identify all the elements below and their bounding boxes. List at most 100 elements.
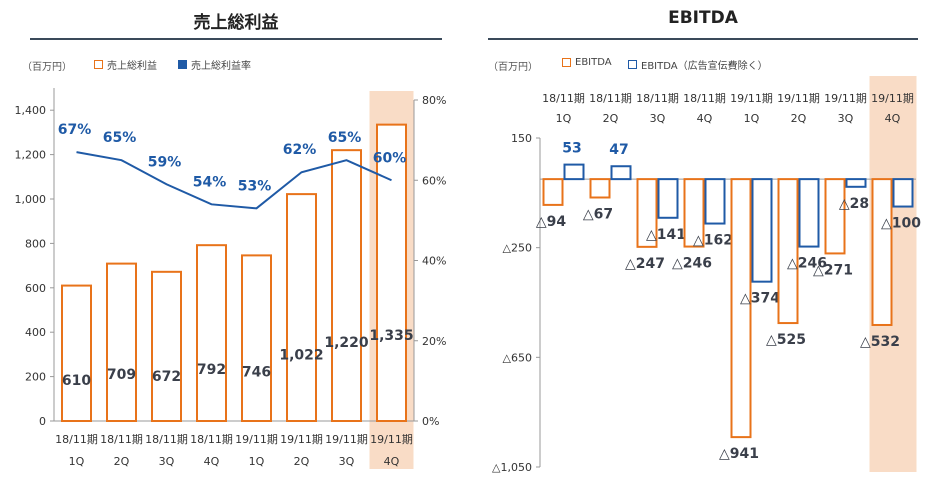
x-category-quarter: 2Q: [791, 112, 807, 125]
x-category-year: 19/11期: [824, 92, 867, 105]
x-category-quarter: 3Q: [838, 112, 854, 125]
x-category-quarter: 3Q: [339, 455, 355, 468]
ebitda-ex-ad-label: △100: [881, 216, 921, 232]
y-tick-label: 600: [25, 282, 46, 295]
y-tick-label: 1,200: [15, 149, 47, 162]
x-category-quarter: 4Q: [384, 455, 400, 468]
gross-profit-label: 610: [62, 373, 91, 389]
gross-profit-bar: [286, 193, 317, 422]
left-title-rule: [30, 38, 442, 40]
blue-outline-swatch: [628, 60, 637, 69]
gross-margin-label: 65%: [103, 130, 137, 146]
gross-profit-label: 1,022: [279, 347, 323, 363]
y-tick-label: △650: [503, 351, 532, 364]
gross-profit-bar: [376, 123, 407, 422]
gross-margin-label: 59%: [148, 154, 182, 170]
ebitda-label: △94: [536, 214, 567, 230]
y-tick-label: 0: [39, 415, 46, 428]
ebitda-bar: [777, 178, 799, 325]
gross-profit-bar: [61, 284, 92, 422]
x-category-year: 18/11期: [636, 92, 679, 105]
right-chart-title: EBITDA: [668, 8, 738, 28]
x-category-quarter: 2Q: [114, 455, 130, 468]
right-legend-ebitda: EBITDA: [562, 57, 612, 68]
ebitda-bar: [683, 178, 705, 248]
ebitda-ex-ad-label: 47: [609, 142, 628, 158]
x-category-year: 19/11期: [730, 92, 773, 105]
ebitda-label: △246: [672, 256, 712, 272]
left-unit-label: （百万円）: [22, 62, 72, 73]
ebitda-bar: [871, 178, 893, 326]
x-category-year: 18/11期: [190, 433, 233, 446]
gross-profit-bar: [151, 270, 182, 423]
right-title-rule: [488, 38, 918, 40]
x-category-quarter: 3Q: [650, 112, 666, 125]
x-category-quarter: 1Q: [249, 455, 265, 468]
ebitda-ex-ad-label: 53: [562, 141, 581, 157]
y2-tick-label: 20%: [422, 335, 446, 348]
gross-profit-label: 709: [107, 367, 136, 383]
gross-margin-label: 67%: [58, 122, 92, 138]
ebitda-label: △941: [719, 446, 759, 462]
gross-profit-label: 746: [242, 365, 271, 381]
gross-margin-label: 62%: [283, 142, 317, 158]
ebitda-label: △67: [583, 206, 613, 222]
ebitda-bar: [824, 178, 846, 255]
orange-outline-swatch: [562, 58, 571, 67]
ebitda-bar: [636, 178, 658, 248]
y-tick-label: △1,050: [492, 461, 532, 474]
gross-profit-bar: [196, 244, 227, 422]
ebitda-ex-ad-bar: [751, 178, 773, 283]
ebitda-ex-ad-label: △141: [646, 227, 686, 243]
ebitda-ex-ad-bar: [610, 165, 632, 181]
x-category-year: 19/11期: [370, 433, 413, 446]
x-category-year: 19/11期: [325, 433, 368, 446]
gross-profit-label: 1,335: [369, 328, 413, 344]
x-category-year: 19/11期: [777, 92, 820, 105]
left-legend-bar: 売上総利益: [94, 57, 157, 72]
x-category-year: 18/11期: [542, 92, 585, 105]
ebitda-ex-ad-label: △162: [693, 233, 733, 249]
x-category-quarter: 4Q: [204, 455, 220, 468]
ebitda-bar: [542, 178, 564, 206]
left-legend-line-label: 売上総利益率: [191, 61, 251, 72]
blue-solid-swatch: [178, 60, 187, 69]
ebitda-ex-ad-bar: [798, 178, 820, 248]
gross-profit-label: 1,220: [324, 335, 369, 351]
y2-tick-label: 0%: [422, 415, 439, 428]
left-legend-line: 売上総利益率: [178, 57, 251, 72]
x-category-year: 18/11期: [589, 92, 632, 105]
y-tick-label: △250: [503, 242, 532, 255]
gross-profit-label: 792: [197, 362, 226, 378]
y-tick-label: 1,400: [15, 104, 47, 117]
ebitda-ex-ad-bar: [845, 178, 867, 188]
x-category-quarter: 2Q: [294, 455, 310, 468]
x-category-year: 19/11期: [871, 92, 914, 105]
y-tick-label: 150: [511, 132, 532, 145]
gross-margin-label: 53%: [238, 178, 272, 194]
ebitda-ex-ad-bar: [563, 163, 585, 181]
ebitda-ex-ad-label: △28: [839, 196, 869, 212]
ebitda-label: △532: [860, 334, 900, 350]
x-category-quarter: 4Q: [697, 112, 713, 125]
x-category-quarter: 1Q: [744, 112, 760, 125]
y2-tick-label: 80%: [422, 94, 446, 107]
gross-profit-label: 672: [152, 369, 181, 385]
ebitda-ex-ad-bar: [704, 178, 726, 225]
ebitda-bar: [589, 178, 611, 199]
right-legend-ebitda-ex-ad-label: EBITDA（広告宣伝費除く）: [641, 61, 768, 72]
orange-outline-swatch: [94, 60, 103, 69]
x-category-year: 18/11期: [100, 433, 143, 446]
ebitda-ex-ad-label: △374: [740, 291, 780, 307]
y-tick-label: 200: [25, 371, 46, 384]
gross-margin-line: [76, 151, 392, 210]
x-category-year: 19/11期: [280, 433, 323, 446]
ebitda-bar: [730, 178, 752, 439]
y-tick-label: 800: [25, 237, 46, 250]
x-category-quarter: 3Q: [159, 455, 175, 468]
ebitda-ex-ad-bar: [657, 178, 679, 219]
ebitda-label: △271: [813, 262, 853, 278]
ebitda-label: △525: [766, 332, 806, 348]
right-legend-ebitda-ex-ad: EBITDA（広告宣伝費除く）: [628, 57, 768, 72]
